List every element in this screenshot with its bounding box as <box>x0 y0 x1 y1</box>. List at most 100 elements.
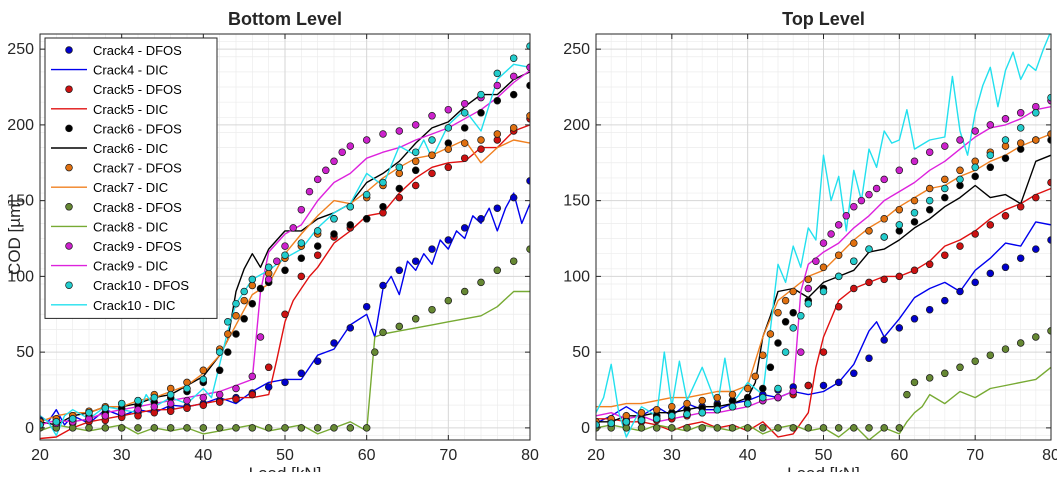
data-point <box>925 148 934 156</box>
data-point <box>698 424 706 432</box>
data-point <box>850 257 858 265</box>
legend-entry-label: Crack9 - DIC <box>93 259 168 274</box>
data-point <box>789 308 797 317</box>
data-point <box>248 424 257 432</box>
data-point <box>622 418 631 426</box>
data-point <box>460 99 469 108</box>
data-point <box>199 401 208 409</box>
data-point <box>411 121 420 129</box>
data-point <box>857 196 866 205</box>
data-point <box>52 418 61 426</box>
legend-entry-label: Crack7 - DIC <box>93 180 168 195</box>
legend: Crack4 - DFOS Crack4 - DIC Crack5 - DFOS Cr… <box>44 37 218 319</box>
data-point <box>199 393 208 402</box>
data-point <box>150 393 159 402</box>
data-point <box>1001 115 1010 123</box>
x-tick-label: 60 <box>358 447 376 464</box>
data-point <box>264 424 273 432</box>
data-point <box>183 404 191 412</box>
data-point <box>895 205 904 214</box>
data-point <box>880 336 888 344</box>
data-point <box>971 163 979 172</box>
data-point <box>834 272 843 281</box>
data-point <box>819 239 828 247</box>
data-point <box>362 424 371 432</box>
data-point <box>313 251 322 259</box>
data-point <box>411 257 420 265</box>
data-point <box>460 139 469 147</box>
data-point <box>834 378 843 387</box>
data-point <box>85 408 93 417</box>
data-point <box>774 308 782 317</box>
data-point <box>134 424 142 432</box>
data-point <box>493 266 502 275</box>
data-point <box>941 142 949 150</box>
data-point <box>134 396 142 405</box>
data-point <box>941 296 949 305</box>
bottom-axes: 20 30 40 50 60 70 80 0 50 100 150 200 250 Bottom Leve… <box>5 9 539 477</box>
data-point <box>880 275 888 284</box>
data-point <box>1032 333 1040 341</box>
data-point <box>493 96 502 105</box>
data-point <box>264 383 273 391</box>
data-point <box>509 72 518 81</box>
data-point <box>509 90 518 99</box>
data-point <box>460 109 469 117</box>
data-point <box>812 257 820 265</box>
data-point <box>240 287 248 296</box>
data-point <box>819 424 828 432</box>
data-point <box>346 324 355 332</box>
data-point <box>925 205 934 214</box>
legend-entry-label: Crack5 - DIC <box>93 102 168 117</box>
data-point <box>395 163 404 172</box>
data-point <box>264 363 273 372</box>
data-point <box>395 184 404 193</box>
data-point <box>971 172 979 181</box>
data-point <box>956 242 964 250</box>
data-point <box>362 302 371 311</box>
data-point <box>330 424 338 432</box>
data-point <box>395 322 404 331</box>
y-tick-label: 100 <box>563 268 590 285</box>
data-point <box>460 287 469 296</box>
data-point <box>313 227 322 235</box>
data-point <box>428 112 436 120</box>
data-point <box>941 251 949 259</box>
data-point <box>240 315 248 323</box>
data-point <box>248 372 257 381</box>
data-point <box>774 393 782 402</box>
data-point <box>986 269 995 278</box>
data-point <box>428 169 436 178</box>
data-point <box>395 266 404 275</box>
top-series-group <box>596 34 1051 440</box>
data-point <box>183 384 191 393</box>
data-point <box>743 384 752 393</box>
data-point <box>411 181 420 190</box>
data-point <box>759 351 767 359</box>
data-point <box>264 275 273 284</box>
data-point <box>759 393 767 402</box>
data-point <box>224 318 232 326</box>
x-tick-label: 20 <box>587 447 605 464</box>
y-tick-label: 200 <box>7 117 34 134</box>
data-point <box>971 230 979 238</box>
y-tick-label: 0 <box>25 420 34 437</box>
data-point <box>362 215 371 223</box>
data-point <box>971 357 979 365</box>
data-point <box>743 399 752 408</box>
bottom-chart-title: Bottom Level <box>228 9 342 29</box>
data-point <box>493 204 502 212</box>
legend-marker <box>65 85 73 93</box>
data-point <box>444 105 453 114</box>
data-point <box>797 348 805 356</box>
data-point <box>759 384 767 393</box>
data-point <box>330 230 338 238</box>
data-point <box>986 221 995 229</box>
data-point <box>1001 154 1010 162</box>
data-point <box>774 339 782 347</box>
y-tick-label: 150 <box>563 193 590 210</box>
data-point <box>925 196 934 205</box>
data-point <box>637 408 646 417</box>
x-tick-label: 30 <box>113 447 131 464</box>
